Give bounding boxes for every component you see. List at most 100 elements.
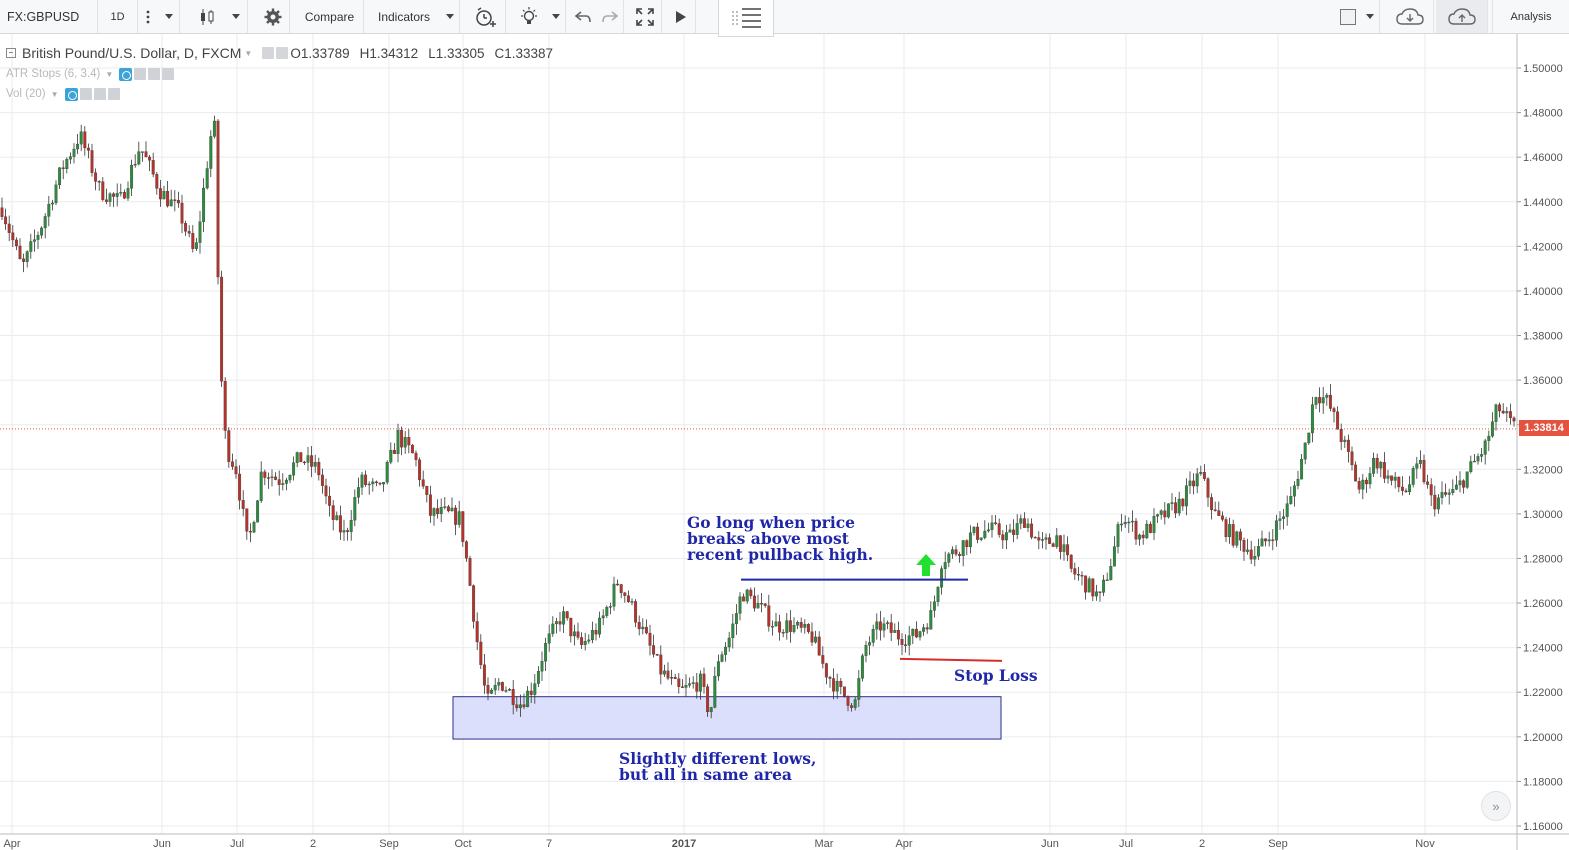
redo-icon[interactable] bbox=[596, 0, 624, 33]
alert-clock-icon[interactable] bbox=[466, 0, 506, 33]
analysis-button[interactable]: Analysis bbox=[1492, 0, 1569, 33]
lows-annotation[interactable]: Slightly different lows, but all in same… bbox=[619, 751, 816, 783]
candles-icon[interactable] bbox=[190, 0, 224, 33]
candle-body bbox=[346, 530, 350, 532]
candle-body bbox=[1130, 520, 1134, 523]
candle-body bbox=[378, 482, 382, 485]
chevron-down-icon[interactable] bbox=[440, 0, 460, 33]
candle-body bbox=[670, 677, 674, 679]
chart-pane[interactable]: 1.50000 1.48000 1.46000 1.44000 1.42000 1.400… bbox=[0, 34, 1569, 850]
candle-body bbox=[328, 495, 332, 506]
indicators-button[interactable]: Indicators bbox=[377, 9, 431, 24]
candle-body bbox=[616, 583, 620, 586]
candle-body bbox=[1292, 485, 1296, 497]
chevron-down-icon[interactable] bbox=[224, 0, 248, 33]
play-icon[interactable] bbox=[666, 0, 696, 33]
compare-button[interactable]: Compare bbox=[296, 0, 364, 33]
entry-annotation[interactable]: Go long when price breaks above most rec… bbox=[687, 515, 873, 563]
candle-body bbox=[1192, 480, 1196, 487]
study-label: Vol (20) bbox=[6, 88, 46, 100]
scroll-to-realtime-button[interactable]: » bbox=[1481, 791, 1511, 821]
candle-body bbox=[1051, 543, 1055, 547]
chevron-down-icon[interactable] bbox=[546, 0, 566, 33]
chevron-down-icon[interactable] bbox=[158, 0, 180, 33]
close-icon[interactable] bbox=[162, 68, 175, 80]
candle-body bbox=[25, 251, 29, 262]
color-swatch-icon[interactable] bbox=[1336, 0, 1360, 33]
visibility-icon[interactable] bbox=[262, 47, 275, 59]
gear-icon[interactable] bbox=[256, 0, 290, 33]
candle-body bbox=[1224, 519, 1228, 538]
candle-body bbox=[1505, 411, 1509, 414]
candle-body bbox=[1483, 440, 1487, 455]
candle-body bbox=[1282, 516, 1286, 519]
chevron-down-icon[interactable]: ▼ bbox=[50, 89, 59, 99]
candle-body bbox=[1508, 411, 1512, 419]
study-atr-stops[interactable]: ATR Stops (6, 3.4) ▼ bbox=[6, 67, 176, 81]
candle-body bbox=[248, 531, 252, 533]
price-chart[interactable]: 1.50000 1.48000 1.46000 1.44000 1.42000 1.400… bbox=[0, 34, 1569, 850]
close-icon[interactable] bbox=[107, 88, 120, 100]
candle-body bbox=[1199, 472, 1203, 474]
drawings-list-icon[interactable] bbox=[718, 0, 774, 37]
study-volume[interactable]: Vol (20) ▼ bbox=[6, 87, 122, 101]
candle-body bbox=[360, 474, 364, 488]
symbol-search[interactable]: FX:GBPUSD bbox=[0, 0, 98, 33]
interval-button[interactable]: 1D bbox=[98, 0, 138, 33]
cloud-upload-icon[interactable] bbox=[1436, 0, 1488, 33]
settings-icon[interactable] bbox=[276, 47, 289, 59]
candle-body bbox=[778, 621, 782, 633]
candle-body bbox=[68, 156, 72, 160]
candle-body bbox=[562, 611, 566, 625]
chevron-down-icon[interactable] bbox=[1360, 0, 1380, 33]
chevron-down-icon[interactable]: ▼ bbox=[105, 69, 114, 79]
candle-body bbox=[1465, 471, 1469, 488]
legend-close: C1.33387 bbox=[494, 45, 554, 61]
eye-icon[interactable] bbox=[119, 67, 133, 81]
candle-body bbox=[274, 476, 278, 480]
eye-icon[interactable] bbox=[64, 87, 78, 101]
candle-body bbox=[410, 444, 414, 454]
undo-icon[interactable] bbox=[570, 0, 596, 33]
candle-body bbox=[493, 685, 497, 691]
candle-body bbox=[371, 481, 375, 485]
candle-body bbox=[191, 233, 195, 249]
candle-body bbox=[1112, 546, 1116, 567]
chevron-down-icon[interactable]: ▼ bbox=[244, 48, 253, 58]
add-icon[interactable] bbox=[148, 68, 161, 80]
stop-loss-annotation[interactable]: Stop Loss bbox=[954, 666, 1038, 685]
collapse-icon[interactable] bbox=[6, 48, 16, 58]
candle-body bbox=[896, 630, 900, 640]
candle-body bbox=[882, 623, 886, 631]
candle-body bbox=[893, 630, 897, 633]
add-icon[interactable] bbox=[93, 88, 106, 100]
candle-body bbox=[1181, 498, 1185, 507]
more-icon[interactable] bbox=[138, 0, 158, 33]
annotation-line: but all in same area bbox=[619, 765, 792, 784]
candle-body bbox=[644, 626, 648, 634]
candle-body bbox=[1109, 566, 1113, 580]
cloud-download-icon[interactable] bbox=[1386, 0, 1434, 33]
candle-body bbox=[1274, 520, 1278, 541]
candle-body bbox=[652, 645, 656, 655]
candle-body bbox=[1328, 394, 1332, 409]
candle-body bbox=[227, 430, 231, 462]
candle-body bbox=[1426, 481, 1430, 485]
candle-body bbox=[1066, 544, 1070, 556]
candle-body bbox=[1375, 457, 1379, 469]
lightbulb-icon[interactable] bbox=[512, 0, 546, 33]
candle-body bbox=[655, 654, 659, 656]
candle-body bbox=[1364, 479, 1368, 485]
candle-body bbox=[713, 675, 717, 708]
fullscreen-icon[interactable] bbox=[628, 0, 662, 33]
settings-icon[interactable] bbox=[134, 68, 147, 80]
time-label: Apr bbox=[3, 838, 20, 850]
candle-body bbox=[230, 461, 234, 467]
candle-body bbox=[828, 677, 832, 679]
settings-icon[interactable] bbox=[79, 88, 92, 100]
candle-body bbox=[173, 199, 177, 201]
candle-body bbox=[1073, 568, 1077, 575]
candle-body bbox=[403, 437, 407, 448]
candle-body bbox=[1447, 492, 1451, 495]
candle-body bbox=[547, 633, 551, 644]
